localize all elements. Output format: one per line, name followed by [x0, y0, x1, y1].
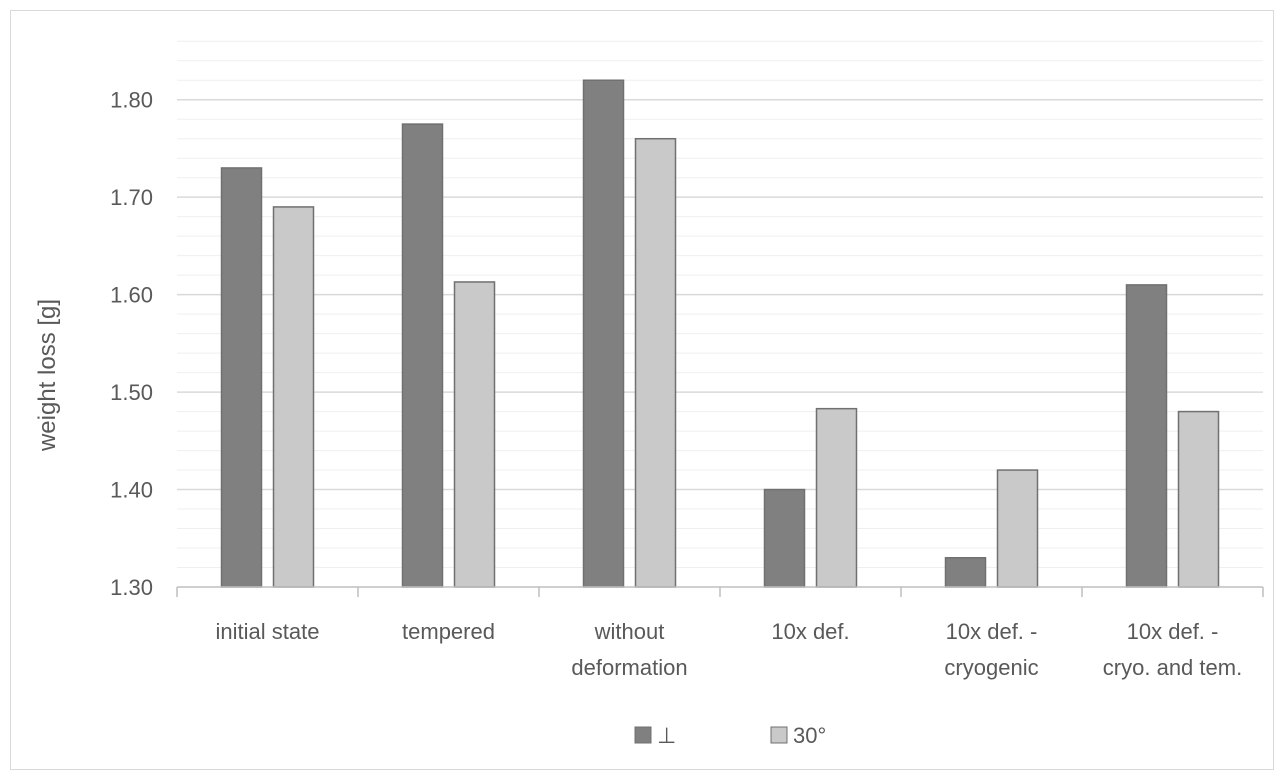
y-tick-label: 1.80: [110, 88, 153, 113]
x-category-label: tempered: [402, 619, 495, 644]
bar-series-0-cat-5: [1125, 284, 1168, 588]
legend-label-series-0: ⊥: [657, 723, 676, 748]
y-tick-labels: 1.30 1.40 1.50 1.60 1.70 1.80: [110, 88, 153, 600]
bar-series-0-cat-3: [763, 488, 806, 588]
x-category-label: cryogenic: [944, 655, 1038, 680]
legend-swatch-series-1: [770, 726, 788, 744]
x-category-label: deformation: [571, 655, 687, 680]
bars-layer: [220, 79, 1220, 588]
bar-series-1-cat-5: [1177, 410, 1220, 588]
axis-layer: [176, 586, 1264, 597]
x-category-label: without: [594, 619, 665, 644]
x-category-label: 10x def. -: [1127, 619, 1219, 644]
bar-series-1-cat-1: [453, 281, 496, 588]
y-tick-label: 1.40: [110, 478, 153, 503]
bar-series-0-cat-2: [582, 79, 625, 588]
x-category-label: initial state: [216, 619, 320, 644]
legend: ⊥ 30°: [634, 723, 826, 748]
x-category-labels: initial state tempered without deformation 1…: [216, 619, 1243, 680]
chart-frame: 1.30 1.40 1.50 1.60 1.70 1.80 initial state te…: [10, 10, 1274, 770]
bar-series-0-cat-1: [401, 123, 444, 588]
bar-series-0-cat-0: [220, 167, 263, 588]
y-axis-title: weight loss [g]: [34, 299, 61, 452]
x-category-label: 10x def. -: [946, 619, 1038, 644]
legend-swatch-series-0: [634, 726, 652, 744]
grid-layer: [177, 40, 1263, 569]
bar-series-1-cat-2: [634, 137, 677, 588]
y-tick-label: 1.30: [110, 575, 153, 600]
bar-series-1-cat-4: [996, 469, 1039, 588]
bar-series-1-cat-3: [815, 407, 858, 588]
y-tick-label: 1.60: [110, 283, 153, 308]
bar-chart: 1.30 1.40 1.50 1.60 1.70 1.80 initial state te…: [34, 40, 1264, 748]
y-tick-label: 1.70: [110, 185, 153, 210]
x-category-label: 10x def.: [771, 619, 849, 644]
bar-series-1-cat-0: [272, 206, 315, 588]
legend-label-series-1: 30°: [793, 723, 826, 748]
y-tick-label: 1.50: [110, 380, 153, 405]
bar-series-0-cat-4: [944, 557, 987, 588]
x-category-label: cryo. and tem.: [1103, 655, 1242, 680]
